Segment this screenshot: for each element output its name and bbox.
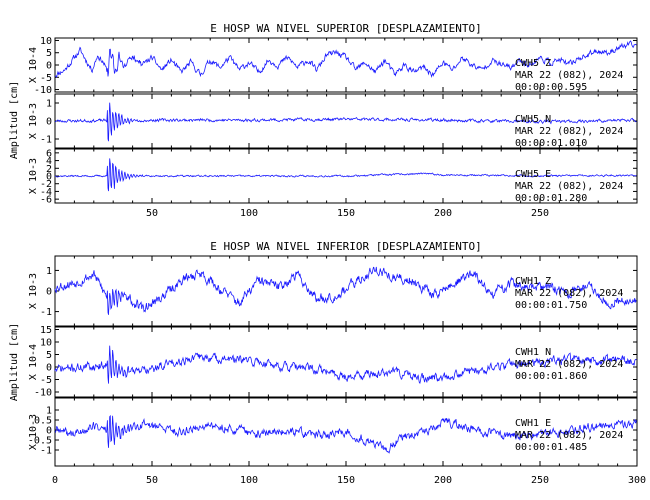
time-label: 00:00:01.280 xyxy=(515,193,587,204)
y-tick-label: -5 xyxy=(40,375,52,386)
y-tick-label: 0 xyxy=(46,172,52,183)
x-tick-label: 200 xyxy=(434,208,452,219)
date-label: MAR 22 (082), 2024 xyxy=(515,70,623,81)
y-axis-label: Amplitud [cm] xyxy=(9,323,20,401)
x-tick-label: 100 xyxy=(240,475,258,486)
y-tick-label: -0.5 xyxy=(28,436,52,447)
y-tick-label: -4 xyxy=(40,187,52,198)
y-tick-label: -1 xyxy=(40,135,52,146)
date-label: MAR 22 (082), 2024 xyxy=(515,430,623,441)
x-tick-label: 50 xyxy=(146,475,158,486)
x-tick-label: 300 xyxy=(628,475,646,486)
x-tick-label: 200 xyxy=(434,475,452,486)
y-exponent-label: X 10-3 xyxy=(28,103,39,139)
y-tick-label: 0 xyxy=(46,61,52,72)
y-tick-label: 1 xyxy=(46,99,52,110)
x-tick-label: 50 xyxy=(146,208,158,219)
x-tick-label: 150 xyxy=(337,475,355,486)
y-tick-label: 4 xyxy=(46,156,52,167)
date-label: MAR 22 (082), 2024 xyxy=(515,126,623,137)
waveform-trace xyxy=(54,345,637,385)
waveform-trace xyxy=(54,414,637,454)
y-exponent-label: X 10-4 xyxy=(28,344,39,380)
y-tick-label: 0 xyxy=(46,363,52,374)
y-tick-label: 5 xyxy=(46,48,52,59)
x-tick-label: 250 xyxy=(531,208,549,219)
y-tick-label: 15 xyxy=(40,325,52,336)
figure-title: E HOSP WA NIVEL SUPERIOR [DESPLAZAMIENTO… xyxy=(210,22,482,35)
station-channel-label: CWH5 N xyxy=(515,114,551,125)
y-tick-label: -5 xyxy=(40,73,52,84)
y-tick-label: 10 xyxy=(40,338,52,349)
y-tick-label: 1 xyxy=(46,406,52,417)
time-label: 00:00:00.595 xyxy=(515,82,587,93)
station-channel-label: CWH1 N xyxy=(515,347,551,358)
waveform-trace xyxy=(54,102,637,142)
time-label: 00:00:01.750 xyxy=(515,300,587,311)
y-exponent-label: X 10-4 xyxy=(28,47,39,83)
y-tick-label: -10 xyxy=(34,388,52,399)
y-tick-label: 1 xyxy=(46,266,52,277)
y-tick-label: -6 xyxy=(40,195,52,206)
y-exponent-label: X 10-3 xyxy=(28,273,39,309)
figure-title: E HOSP WA NIVEL INFERIOR [DESPLAZAMIENTO… xyxy=(210,240,482,253)
date-label: MAR 22 (082), 2024 xyxy=(515,288,623,299)
waveform-trace xyxy=(54,40,637,79)
x-tick-label: 0 xyxy=(52,475,58,486)
y-tick-label: 0 xyxy=(46,426,52,437)
y-tick-label: -1 xyxy=(40,307,52,318)
waveform-trace xyxy=(54,158,637,192)
y-tick-label: -2 xyxy=(40,179,52,190)
station-channel-label: CWH1 Z xyxy=(515,276,551,287)
y-exponent-label: X 10-3 xyxy=(28,158,39,194)
date-label: MAR 22 (082), 2024 xyxy=(515,359,623,370)
y-axis-label: Amplitud [cm] xyxy=(9,81,20,159)
waveform-trace xyxy=(54,266,637,315)
y-tick-label: 0.5 xyxy=(34,416,52,427)
time-label: 00:00:01.485 xyxy=(515,442,587,453)
date-label: MAR 22 (082), 2024 xyxy=(515,181,623,192)
y-tick-label: -1 xyxy=(40,446,52,457)
x-tick-label: 150 xyxy=(337,208,355,219)
station-channel-label: CWH1 E xyxy=(515,418,551,429)
time-label: 00:00:01.010 xyxy=(515,138,587,149)
x-tick-label: 100 xyxy=(240,208,258,219)
y-tick-label: 0 xyxy=(46,117,52,128)
y-tick-label: 5 xyxy=(46,350,52,361)
time-label: 00:00:01.860 xyxy=(515,371,587,382)
y-tick-label: -10 xyxy=(34,85,52,96)
y-exponent-label: X 10-3 xyxy=(28,414,39,450)
y-tick-label: 6 xyxy=(46,148,52,159)
station-channel-label: CWH5 Z xyxy=(515,58,551,69)
y-tick-label: 2 xyxy=(46,164,52,175)
y-tick-label: 0 xyxy=(46,287,52,298)
x-tick-label: 250 xyxy=(531,475,549,486)
y-tick-label: 10 xyxy=(40,36,52,47)
station-channel-label: CWH5 E xyxy=(515,169,551,180)
